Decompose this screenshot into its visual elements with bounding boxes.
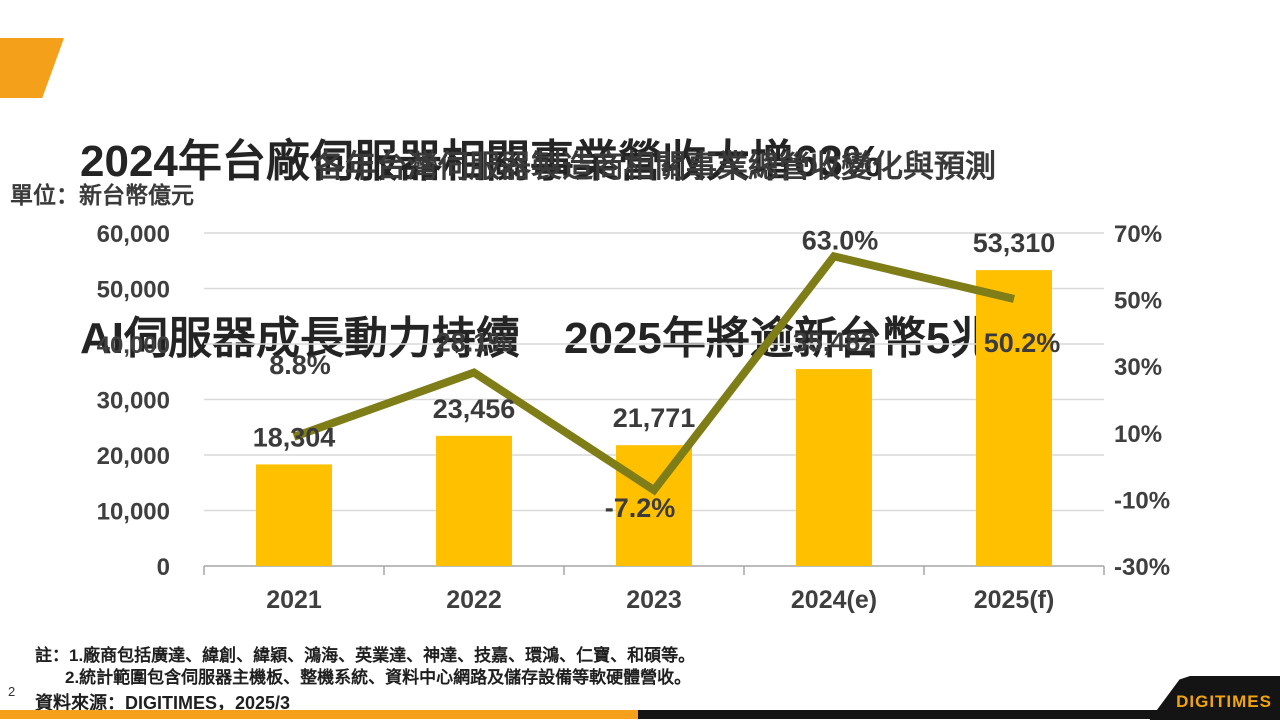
bar-value-label-2024(e): 35,482 bbox=[793, 327, 876, 357]
left-axis-tick-label: 20,000 bbox=[97, 443, 170, 470]
right-axis-tick-label: 30% bbox=[1114, 354, 1162, 381]
left-axis-tick-label: 60,000 bbox=[97, 221, 170, 248]
right-axis-tick-label: 70% bbox=[1114, 221, 1162, 248]
x-category-label-2023: 2023 bbox=[626, 586, 682, 614]
left-axis-tick-label: 0 bbox=[157, 554, 170, 581]
footer-bar-black bbox=[638, 710, 1280, 719]
left-axis-tick-label: 40,000 bbox=[97, 332, 170, 359]
bar-value-label-2023: 21,771 bbox=[613, 403, 696, 433]
revenue-growth-chart: 0 10,000 20,000 30,000 40,000 50,000 60,000 -30… bbox=[97, 221, 1170, 614]
title-accent-shape bbox=[0, 38, 64, 98]
slide-title-line-2: AI伺服器成長動力持續 2025年將逾新台幣5兆元 bbox=[80, 314, 1039, 363]
footer-bar-orange bbox=[0, 710, 638, 719]
left-axis-tick-label: 30,000 bbox=[97, 388, 170, 415]
footnote-2: 2.統計範圍包含伺服器主機板、整機系統、資料中心網路及儲存設備等軟硬體營收。 bbox=[65, 668, 692, 687]
right-axis-tick-label: 50% bbox=[1114, 288, 1162, 315]
left-axis-tick-label: 50,000 bbox=[97, 277, 170, 304]
x-category-label-2025(f): 2025(f) bbox=[974, 586, 1055, 614]
growth-label-2021: 8.8% bbox=[269, 350, 331, 380]
page-number: 2 bbox=[8, 684, 16, 699]
footnotes: 註：1.廠商包括廣達、緯創、緯穎、鴻海、英業達、神達、技嘉、環鴻、仁寶、和碩等。… bbox=[35, 645, 695, 689]
bar-2022 bbox=[436, 435, 512, 566]
growth-label-2025(f): 50.2% bbox=[984, 328, 1061, 358]
bar-value-label-2021: 18,304 bbox=[253, 422, 336, 452]
bar-2021 bbox=[256, 464, 332, 566]
growth-label-2022: 28.1% bbox=[436, 328, 513, 358]
bar-2025(f) bbox=[976, 270, 1052, 566]
bar-value-label-2025(f): 53,310 bbox=[973, 228, 1056, 258]
unit-label: 單位：新台幣億元 bbox=[10, 182, 194, 208]
growth-label-2023: -7.2% bbox=[605, 493, 676, 523]
bar-2023 bbox=[616, 445, 692, 566]
slide-title: 2024年台廠伺服器相關事業營收大增63% AI伺服器成長動力持續 2025年將… bbox=[80, 14, 1038, 427]
x-category-label-2022: 2022 bbox=[446, 586, 502, 614]
growth-line bbox=[292, 251, 1015, 496]
right-axis-tick-label: -30% bbox=[1114, 554, 1170, 581]
chart-title: 各年台灣伺服器製造商相關事業總營收變化與預測 bbox=[314, 149, 996, 184]
source-line: 資料來源：DIGITIMES，2025/3 bbox=[35, 693, 291, 713]
bar-value-label-2022: 23,456 bbox=[433, 394, 516, 424]
slide-title-line-1: 2024年台廠伺服器相關事業營收大增63% bbox=[80, 137, 882, 186]
bar-2024(e) bbox=[796, 369, 872, 566]
x-category-label-2021: 2021 bbox=[266, 586, 322, 614]
left-axis-tick-label: 10,000 bbox=[97, 499, 170, 526]
digitimes-logo-text: DIGITIMES bbox=[1176, 692, 1272, 711]
footnote-1: 註：1.廠商包括廣達、緯創、緯穎、鴻海、英業達、神達、技嘉、環鴻、仁寶、和碩等。 bbox=[35, 646, 696, 665]
growth-label-2024(e): 63.0% bbox=[802, 225, 879, 255]
right-axis-tick-label: -10% bbox=[1114, 487, 1170, 514]
right-axis-tick-label: 10% bbox=[1114, 421, 1162, 448]
x-category-label-2024(e): 2024(e) bbox=[791, 586, 877, 614]
